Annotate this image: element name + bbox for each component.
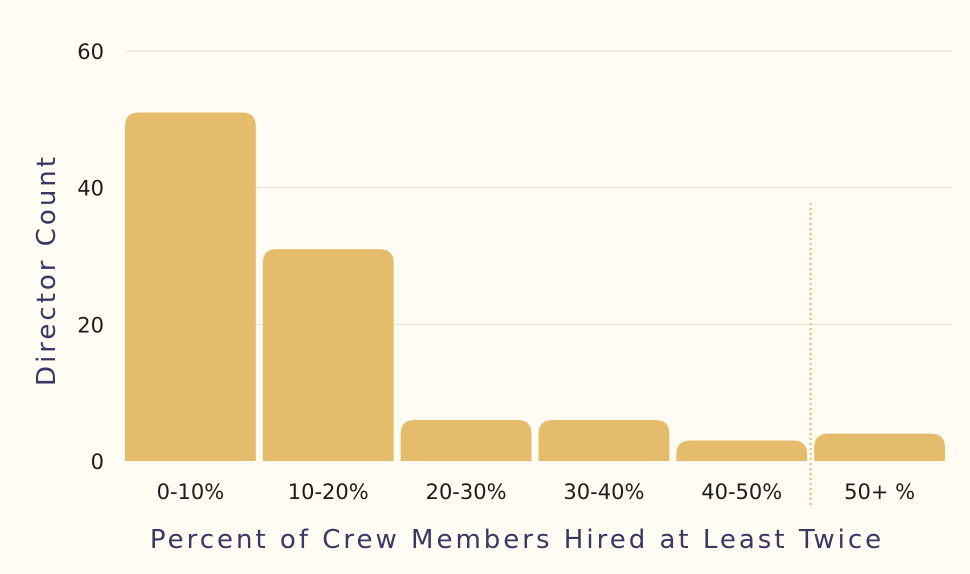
x-tick-label: 40-50%: [701, 480, 782, 504]
bar-40-50: [676, 440, 808, 461]
bar-0-10: [125, 112, 256, 461]
bar-30-40: [538, 420, 670, 461]
x-tick-label: 0-10%: [157, 480, 225, 504]
y-tick-label: 60: [77, 40, 104, 64]
y-axis-ticks: 0 20 40 60: [77, 40, 104, 474]
bars: [125, 112, 945, 461]
x-tick-label: 10-20%: [288, 480, 369, 504]
bar-50: [814, 433, 945, 461]
y-tick-label: 40: [77, 177, 104, 201]
bar-20-30: [400, 420, 532, 461]
x-tick-label: 30-40%: [563, 480, 644, 504]
x-axis-title: Percent of Crew Members Hired at Least T…: [150, 525, 884, 555]
y-tick-label: 20: [77, 313, 104, 337]
x-tick-label: 50+ %: [844, 480, 915, 504]
x-axis-ticks: 0-10% 10-20% 20-30% 30-40% 40-50% 50+ %: [157, 480, 915, 504]
y-axis-title: Director Count: [32, 154, 62, 386]
bar-10-20: [262, 249, 394, 461]
y-tick-label: 0: [91, 450, 104, 474]
x-tick-label: 20-30%: [426, 480, 507, 504]
